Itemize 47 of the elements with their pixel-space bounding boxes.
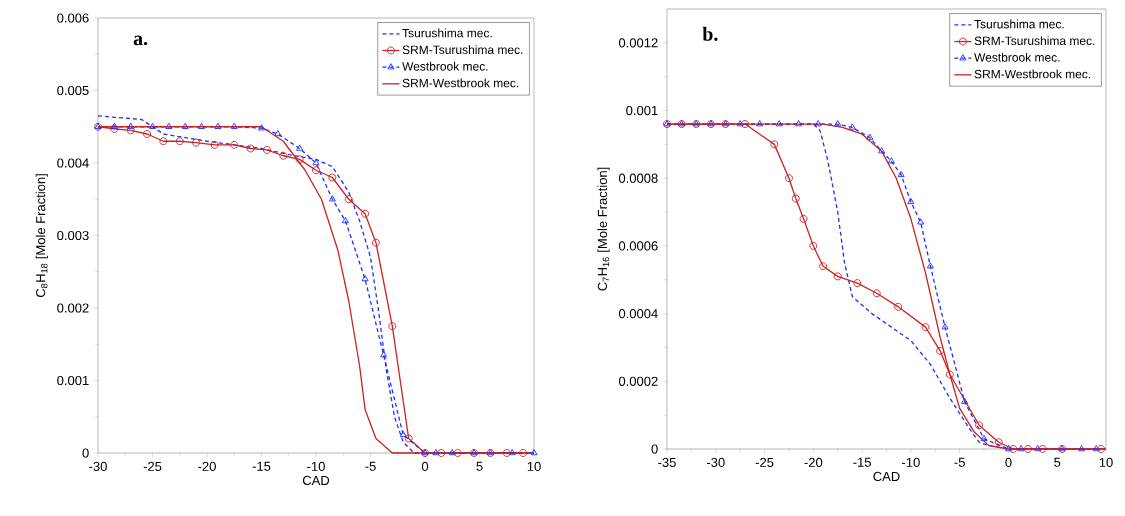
x-tick-label: -25 [755, 457, 774, 467]
x-tick-label: -20 [198, 461, 216, 471]
legend-label: Tsurushima mec. [402, 28, 492, 38]
x-tick-label: -25 [143, 461, 162, 471]
x-tick-label: 10 [1099, 457, 1113, 467]
y-tick-label: 0.001 [626, 105, 658, 116]
x-tick-label: -30 [706, 457, 725, 467]
y-tick-label: 0.002 [57, 303, 89, 313]
y-tick-label: 0.0012 [618, 38, 658, 48]
y-tick-label: 0 [82, 448, 89, 458]
legend-label: Westbrook mec. [402, 61, 488, 71]
x-tick-label: -35 [658, 457, 676, 467]
annotation: a. [133, 35, 148, 46]
x-tick-label: 5 [1054, 457, 1061, 467]
y-tick-label: 0.006 [57, 13, 89, 23]
x-tick-label: -10 [307, 461, 325, 471]
x-tick-label: 5 [476, 461, 483, 471]
y-axis-title: C$_{7}$H$_{16}$ [Mole Fraction] [597, 167, 610, 291]
x-tick-label: -30 [89, 461, 107, 471]
x-tick-label: 10 [527, 461, 541, 471]
y-tick-label: 0.0002 [618, 376, 658, 386]
legend-label: SRM-Westbrook mec. [974, 69, 1091, 79]
x-tick-label: -5 [954, 457, 965, 467]
x-tick-label: -15 [252, 461, 271, 471]
y-tick-label: 0.0008 [618, 173, 658, 183]
y-axis-title: C$_{8}$H$_{18}$ [Mole Fraction] [35, 174, 48, 298]
annotation: b. [702, 26, 718, 41]
x-axis-title: CAD [302, 475, 330, 486]
y-tick-label: 0.004 [57, 158, 89, 168]
legend-label: Tsurushima mec. [974, 19, 1064, 29]
x-tick-label: -10 [902, 457, 920, 467]
x-tick-label: 0 [421, 461, 429, 471]
y-tick-label: 0 [651, 444, 658, 454]
x-tick-label: 0 [1005, 457, 1012, 467]
y-tick-label: 0.001 [57, 375, 89, 386]
x-tick-label: -20 [804, 457, 823, 467]
legend-label: Westbrook mec. [974, 52, 1060, 62]
y-tick-label: 0.003 [57, 230, 89, 241]
legend-label: SRM-Tsurushima mec. [402, 45, 523, 54]
x-tick-label: -5 [365, 461, 376, 471]
y-tick-label: 0.005 [57, 85, 89, 96]
x-axis-title: CAD [873, 471, 900, 482]
legend-label: SRM-Tsurushima mec. [974, 36, 1095, 46]
y-tick-label: 0.0006 [618, 241, 658, 251]
x-tick-label: -15 [853, 457, 871, 467]
y-tick-label: 0.0004 [618, 309, 658, 319]
legend-label: SRM-Westbrook mec. [402, 78, 519, 88]
